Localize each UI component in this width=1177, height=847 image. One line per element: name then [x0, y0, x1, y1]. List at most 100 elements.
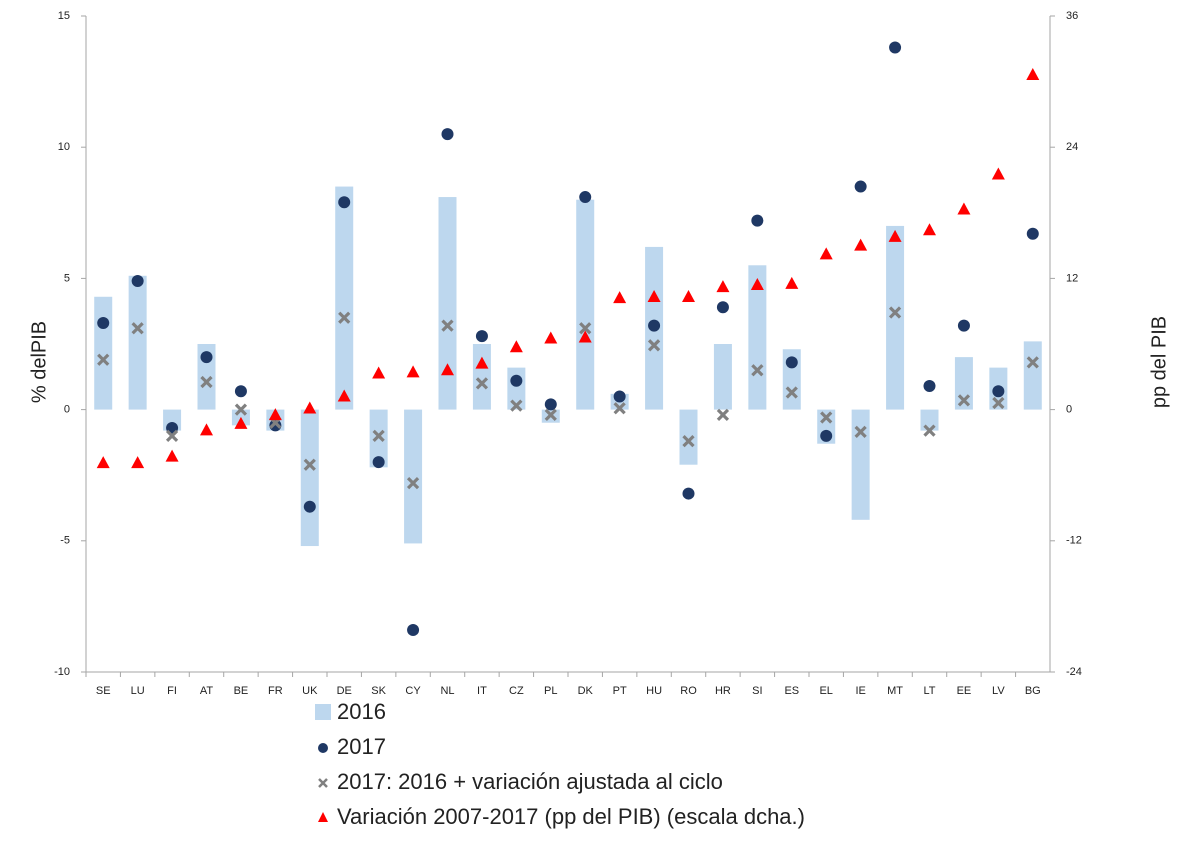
point: [716, 408, 730, 421]
x-tick-label: PT: [613, 685, 627, 697]
point: [303, 401, 317, 414]
point: [303, 500, 316, 513]
bar: [1023, 341, 1042, 410]
y-tick-label: 10: [58, 141, 70, 153]
point: [268, 408, 282, 421]
bar: [335, 186, 354, 410]
point: [131, 275, 144, 288]
point: [957, 319, 970, 332]
point: [613, 390, 626, 403]
legend-label: Variación 2007-2017 (pp del PIB) (escala…: [337, 804, 805, 829]
point: [131, 456, 145, 469]
x-tick-label: CZ: [509, 685, 524, 697]
x-tick-label: NL: [440, 685, 454, 697]
point: [716, 280, 730, 293]
y2-tick-label: -12: [1066, 535, 1082, 547]
point: [888, 306, 902, 319]
point: [475, 356, 489, 369]
x-tick-label: BG: [1025, 685, 1041, 697]
point: [234, 385, 247, 398]
point: [406, 476, 420, 490]
point: [991, 167, 1005, 180]
point: [1026, 227, 1039, 240]
x-tick-label: SI: [752, 685, 762, 697]
point: [372, 456, 385, 469]
point: [578, 330, 592, 343]
point: [131, 322, 144, 335]
x-tick-label: BE: [234, 685, 249, 697]
x-tick-label: RO: [680, 685, 697, 697]
point: [441, 363, 454, 376]
point: [889, 41, 902, 54]
x-tick-label: SK: [371, 685, 386, 697]
point: [751, 364, 764, 377]
bar: [576, 199, 595, 410]
point: [510, 374, 523, 387]
bar: [300, 409, 319, 547]
point: [682, 289, 695, 302]
y-tick-label: -5: [60, 535, 70, 547]
point: [1026, 68, 1040, 81]
x-tick-label: LT: [923, 685, 935, 697]
point: [648, 319, 661, 332]
legend-label: 2017: 2016 + variación ajustada al ciclo: [337, 769, 723, 794]
point: [854, 180, 867, 193]
point: [200, 423, 213, 436]
x-tick-label: LU: [131, 685, 145, 697]
y2-tick-label: 12: [1066, 272, 1078, 284]
bar: [713, 344, 732, 410]
x-tick-label: AT: [200, 685, 214, 697]
bar: [404, 409, 423, 544]
x-tick-label: DE: [337, 685, 352, 697]
point: [509, 340, 523, 353]
x-tick-label: IE: [855, 685, 865, 697]
point: [338, 311, 351, 324]
point: [97, 317, 110, 330]
x-tick-label: CY: [405, 685, 421, 697]
point: [96, 456, 110, 469]
point: [200, 375, 213, 389]
point: [647, 339, 661, 352]
point: [957, 202, 971, 215]
point: [407, 624, 420, 637]
point: [819, 247, 833, 260]
point: [234, 403, 248, 416]
point: [441, 319, 454, 332]
legend-swatch: [315, 704, 331, 720]
point: [97, 353, 110, 366]
bar: [886, 225, 905, 410]
point: [338, 196, 351, 209]
point: [716, 301, 729, 314]
x-tick-label: ES: [784, 685, 799, 697]
x-tick-label: EE: [957, 685, 972, 697]
y2-tick-label: 36: [1066, 10, 1078, 22]
y-tick-label: -10: [54, 666, 70, 678]
x-tick-label: IT: [477, 685, 487, 697]
point: [165, 429, 179, 442]
x-tick-label: EL: [819, 685, 832, 697]
y-tick-label: 15: [58, 10, 70, 22]
point: [544, 398, 557, 411]
point: [475, 330, 488, 343]
y-tick-label: 0: [64, 404, 70, 416]
point: [613, 291, 627, 304]
point: [372, 429, 385, 442]
legend-swatch: [318, 812, 328, 822]
bar: [438, 197, 457, 410]
point: [647, 289, 661, 302]
y2-tick-label: 0: [1066, 404, 1072, 416]
point: [475, 377, 489, 390]
y-tick-label: 5: [64, 272, 70, 284]
point: [923, 223, 936, 236]
point: [854, 238, 868, 251]
x-tick-label: FR: [268, 685, 283, 697]
point: [854, 425, 867, 439]
x-tick-label: SE: [96, 685, 111, 697]
bar: [128, 275, 147, 410]
x-tick-label: LV: [992, 685, 1005, 697]
legend-swatch: [318, 778, 328, 788]
point: [441, 128, 454, 141]
point: [682, 434, 695, 448]
